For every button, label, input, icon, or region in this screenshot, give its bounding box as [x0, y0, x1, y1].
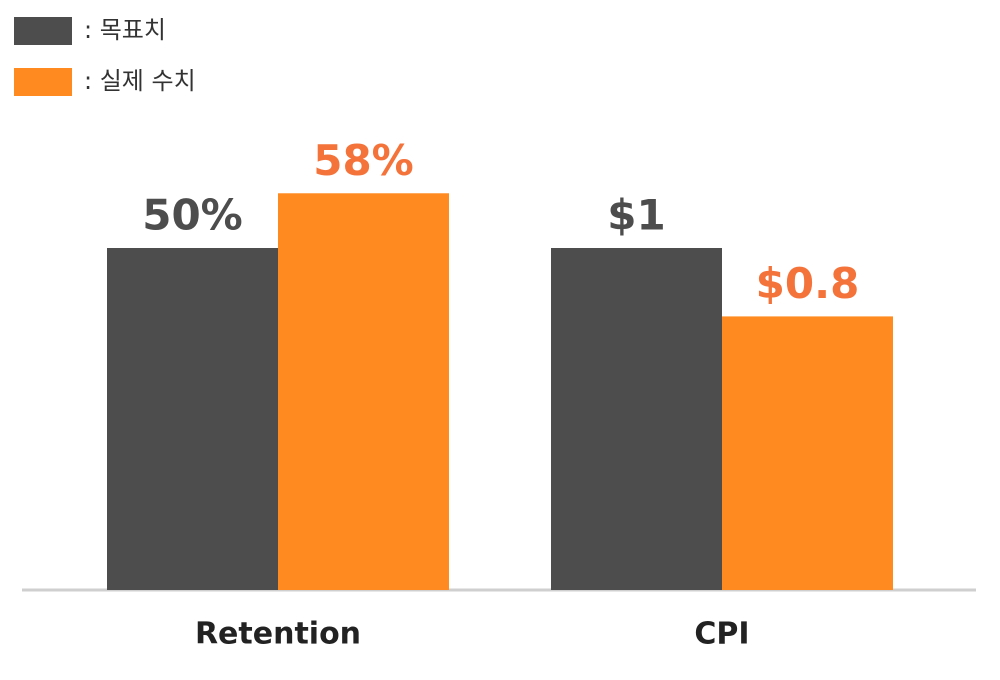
value-label: 50%: [142, 191, 243, 240]
value-label: $0.8: [756, 259, 860, 308]
bar: [278, 193, 449, 590]
x-tick-label: CPI: [694, 617, 749, 652]
value-label: 58%: [313, 136, 414, 185]
bar: [722, 316, 893, 590]
bar: [107, 248, 278, 590]
legend-swatch: [14, 68, 72, 96]
legend-label: : 실제 수치: [84, 67, 196, 95]
x-tick-label: Retention: [195, 617, 361, 652]
legend-swatch: [14, 17, 72, 45]
value-label: $1: [607, 191, 665, 240]
legend-label: : 목표치: [84, 16, 166, 44]
bar: [551, 248, 722, 590]
